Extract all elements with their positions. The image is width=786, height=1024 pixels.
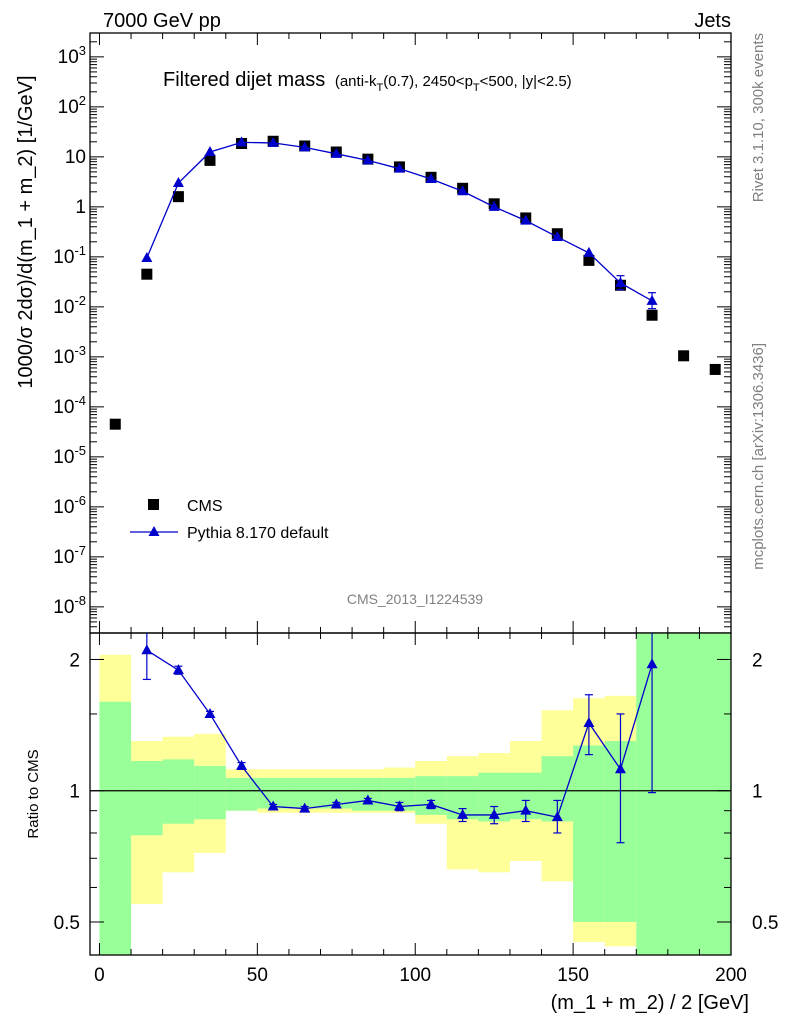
ratio-pythia-point — [299, 802, 311, 813]
legend-pythia-label: Pythia 8.170 default — [187, 525, 329, 542]
y-tick-label: 1 — [75, 197, 86, 218]
x-tick-label: 200 — [715, 965, 747, 986]
header-right: Jets — [694, 10, 731, 32]
y-tick-label: 10-4 — [53, 393, 86, 418]
x-tick-label: 100 — [399, 965, 431, 986]
ratio-pythia-point — [614, 763, 626, 774]
ratio-pythia-point — [172, 664, 184, 675]
main-panel: 10-8 10-7 10-6 10-5 10-4 10-3 10-2 10-1 1 10 102 10… — [53, 32, 732, 634]
subtitle-sub1: T — [377, 82, 384, 94]
ratio-y-tick-label: 1 — [69, 782, 80, 803]
ratio-pythia-point — [646, 658, 658, 669]
subtitle-mid: (0.7), 2450<p — [383, 73, 473, 90]
pythia-point — [267, 136, 279, 147]
pythia-point — [330, 147, 342, 158]
x-axis-label: (m_1 + m_2) / 2 [GeV] — [551, 992, 749, 1014]
ratio-pythia-point — [457, 808, 469, 819]
ratio-pythia-point — [362, 794, 374, 805]
title-main: Filtered dijet mass — [163, 69, 325, 91]
band-stat-bin-2 — [162, 759, 195, 824]
ratio-y-tick-label-right: 1 — [752, 782, 763, 803]
main-frame — [89, 32, 732, 634]
ratio-frame — [89, 632, 732, 956]
pythia-point — [646, 294, 658, 305]
ratio-panel: 0 50 100 150 200 0.5 0.5 1 1 2 2 — [54, 632, 778, 986]
ratio-y-tick-label: 2 — [69, 650, 80, 671]
y-tick-label: 10-6 — [53, 493, 86, 518]
cms-point — [172, 191, 184, 203]
y-tick-label: 10-3 — [53, 343, 86, 368]
band-stat-bin-0 — [99, 701, 132, 955]
cms-point — [678, 350, 690, 362]
x-tick-label: 150 — [557, 965, 589, 986]
pythia-point — [299, 141, 311, 152]
pythia-point — [236, 136, 248, 147]
ratio-y-axis-label: Ratio to CMS — [25, 749, 42, 838]
y-tick-label: 10-1 — [53, 243, 86, 268]
y-tick-label: 10-7 — [53, 543, 86, 568]
pythia-point — [457, 185, 469, 196]
ratio-pythia-point — [393, 800, 405, 811]
ratio-pythia-point — [267, 800, 279, 811]
y-tick-label: 103 — [58, 43, 86, 68]
ratio-y-tick-label: 0.5 — [54, 913, 80, 934]
pythia-point — [141, 251, 153, 262]
band-stat-bin-17 — [636, 633, 731, 955]
main-y-axis-label: 1000/σ 2dσ)/d(m_1 + m_2) [1/GeV] — [15, 75, 37, 388]
legend-cms-label: CMS — [187, 498, 223, 515]
y-tick-label: 10-5 — [53, 443, 86, 468]
y-tick-label: 10-8 — [53, 593, 86, 618]
legend-pythia-marker — [148, 526, 160, 536]
pythia-point — [520, 214, 532, 225]
pythia-point — [583, 246, 595, 257]
pythia-point — [172, 177, 184, 187]
band-stat-bin-4 — [225, 777, 258, 811]
ratio-pythia-point — [551, 811, 563, 822]
ratio-pythia-point — [330, 798, 342, 809]
x-tick-label: 50 — [247, 965, 268, 986]
ratio-pythia-point — [488, 808, 500, 819]
band-stat-bin-8 — [352, 777, 384, 811]
analysis-id: CMS_2013_I1224539 — [347, 591, 483, 607]
pythia-point — [488, 200, 500, 211]
y-tick-label: 10-2 — [53, 293, 86, 318]
ratio-pythia-point — [236, 759, 248, 770]
y-tick-label: 10 — [65, 147, 86, 168]
svg-text:Filtered dijet mass (ant: Filtered dijet mass (anti-kT(0.7), 2450<… — [163, 69, 572, 94]
y-tick-label: 102 — [58, 93, 86, 118]
subtitle-pre: (anti-k — [335, 73, 377, 90]
rivet-label: Rivet 3.1.10, 300k events — [750, 33, 767, 202]
legend-cms-marker — [148, 499, 159, 510]
band-stat-bin-15 — [573, 745, 605, 922]
pythia-point — [204, 146, 216, 157]
pythia-point — [425, 173, 437, 184]
subtitle-sub2: T — [473, 82, 480, 94]
legend: CMS Pythia 8.170 default — [130, 498, 329, 542]
band-stat-bin-3 — [194, 765, 226, 820]
ratio-pythia-point — [520, 804, 532, 815]
pythia-point — [362, 154, 374, 165]
band-stat-bin-1 — [131, 760, 163, 836]
cms-point — [204, 154, 216, 166]
x-tick-label: 0 — [94, 965, 105, 986]
pythia-point — [393, 162, 405, 173]
cms-point — [709, 363, 721, 375]
cms-point — [141, 268, 153, 280]
subtitle-post: <500, |y|<2.5) — [480, 73, 572, 90]
cms-point — [109, 418, 121, 430]
chart-title: Filtered dijet mass (anti-kT(0.7), 2450<… — [163, 69, 572, 94]
ratio-pythia-point — [425, 798, 437, 809]
cms-point — [646, 309, 658, 321]
ratio-pythia-point — [583, 716, 595, 727]
ratio-pythia-point — [141, 644, 153, 655]
header-left: 7000 GeV pp — [103, 10, 221, 32]
ratio-y-tick-label-right: 0.5 — [752, 913, 778, 934]
cms-point — [583, 254, 595, 266]
ratio-y-tick-label-right: 2 — [752, 650, 763, 671]
pythia-point — [614, 277, 626, 287]
ratio-pythia-point — [204, 707, 216, 718]
pythia-point — [551, 230, 563, 241]
mcplots-label: mcplots.cern.ch [arXiv:1306.3436] — [750, 343, 767, 570]
